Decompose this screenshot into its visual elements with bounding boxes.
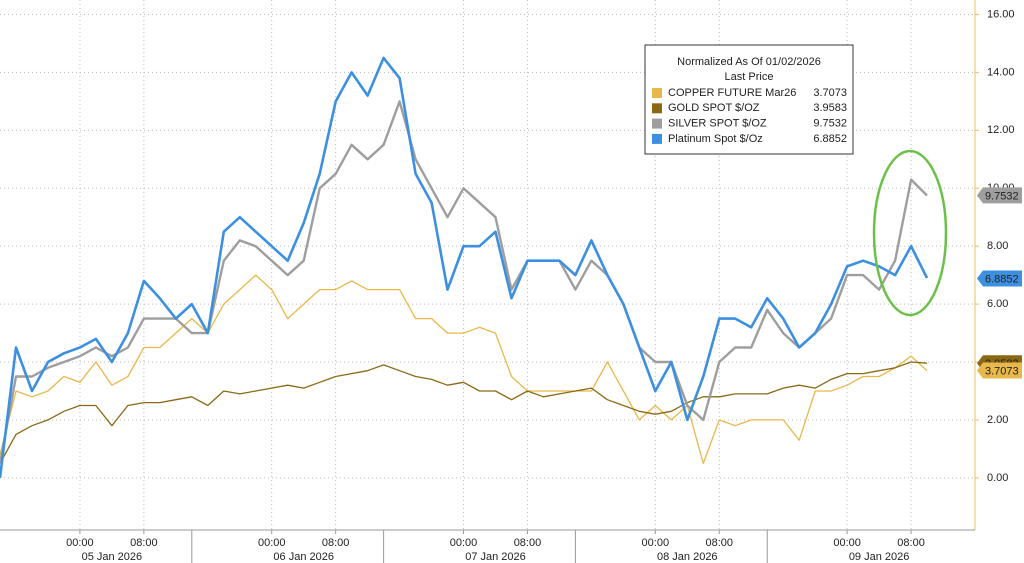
legend-value: 9.7532 (813, 118, 847, 130)
legend-swatch (652, 133, 662, 144)
last-price-label: 6.8852 (985, 273, 1019, 285)
y-tick-label: 2.00 (987, 414, 1008, 426)
legend-label: SILVER SPOT $/OZ (668, 118, 767, 130)
legend-value: 3.7073 (813, 87, 847, 99)
legend-title: Normalized As Of 01/02/2026 (677, 56, 821, 68)
legend-box (644, 44, 854, 155)
date-label: 05 Jan 2026 (82, 551, 143, 563)
series-line (0, 361, 928, 464)
legend-subtitle: Last Price (725, 71, 774, 83)
date-label: 08 Jan 2026 (657, 551, 718, 563)
x-tick-label: 08:00 (897, 537, 925, 549)
legend-swatch (652, 103, 662, 114)
date-label: 07 Jan 2026 (465, 551, 526, 563)
series-line (0, 56, 929, 479)
legend-label: COPPER FUTURE Mar26 (668, 87, 796, 99)
y-tick-label: 12.00 (987, 124, 1015, 136)
x-tick-label: 00:00 (258, 537, 286, 549)
y-tick-label: 8.00 (987, 240, 1008, 252)
legend-label: GOLD SPOT $/OZ (668, 102, 760, 114)
series-line (0, 100, 928, 464)
last-price-tag (977, 187, 1022, 204)
x-tick-label: 08:00 (322, 537, 350, 549)
legend-swatch (652, 88, 662, 98)
legend-value: 3.9583 (813, 102, 847, 114)
y-tick-label: 16.00 (987, 8, 1015, 20)
legend-value: 6.8852 (813, 133, 847, 145)
last-price-label: 3.7073 (985, 365, 1019, 377)
last-price-label: 9.7532 (985, 190, 1019, 202)
highlight-ellipse (872, 149, 948, 317)
legend-swatch (652, 118, 662, 129)
y-tick-label: 0.00 (987, 472, 1008, 484)
legend-label: Platinum Spot $/Oz (668, 133, 763, 145)
date-label: 06 Jan 2026 (273, 551, 334, 563)
legend: Normalized As Of 01/02/2026 Last Price C… (644, 44, 854, 155)
x-tick-label: 00:00 (642, 537, 670, 549)
last-price-tag (977, 362, 1022, 379)
x-tick-label: 00:00 (66, 537, 94, 549)
last-price-tag (977, 270, 1022, 287)
y-tick-label: 6.00 (987, 298, 1008, 310)
date-label: 09 Jan 2026 (849, 551, 910, 563)
x-tick-label: 00:00 (450, 537, 478, 549)
x-tick-label: 08:00 (514, 537, 542, 549)
series-line (0, 274, 928, 465)
x-tick-label: 08:00 (130, 537, 158, 549)
x-tick-label: 08:00 (705, 537, 733, 549)
y-tick-label: 14.00 (987, 66, 1015, 78)
x-tick-label: 00:00 (833, 537, 861, 549)
